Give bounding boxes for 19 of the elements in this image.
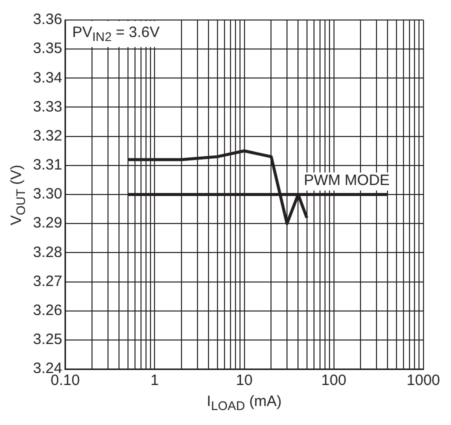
x-axis-title: I$_{LOAD}$ (mA) [206,393,282,413]
x-tick-label: 10 [236,372,253,390]
annotation: PV$_{IN2}$ = 3.6V [66,21,166,47]
y-tick-label: 3.25 [32,331,62,348]
y-tick-label: 3.27 [32,272,62,290]
x-tick-label: 100 [321,372,346,390]
y-tick-label: 3.34 [32,69,62,86]
x-tick-label: 1 [150,372,159,390]
y-tick-label: 3.32 [32,127,62,144]
y-tick-label: 3.36 [32,11,62,28]
y-tick-label: 3.33 [32,98,62,116]
y-tick-label: 3.35 [32,40,62,58]
y-tick-label: 3.28 [32,244,62,261]
y-tick-label: 3.31 [32,156,62,174]
x-tick-label: 1000 [406,372,440,390]
y-tick-label: 3.30 [32,186,62,203]
y-tick-label: 3.29 [32,214,62,232]
series-label: PWM MODE [304,172,390,190]
y-tick-label: 3.26 [32,302,62,319]
